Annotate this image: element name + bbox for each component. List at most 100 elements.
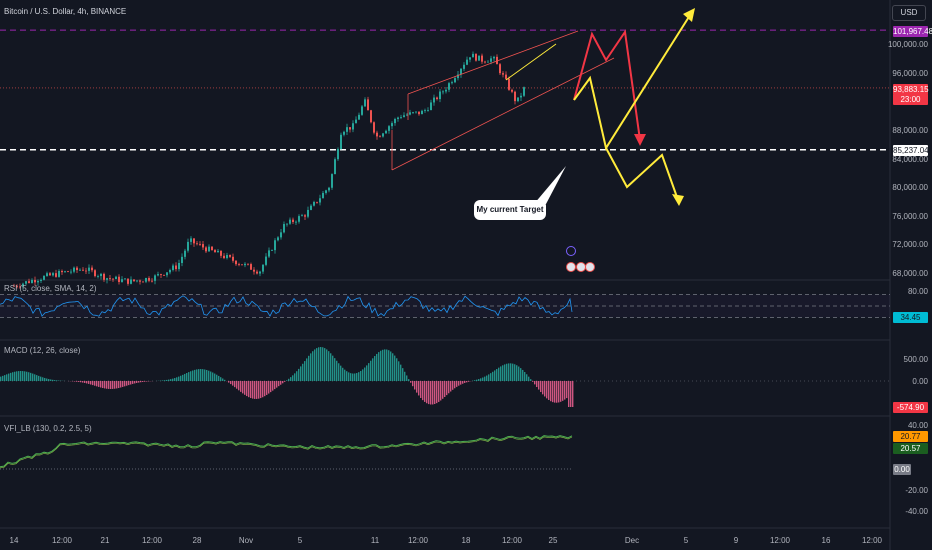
macd-histogram-bar [8, 373, 10, 381]
macd-histogram-bar [314, 349, 316, 381]
candle-body [373, 122, 375, 133]
macd-histogram-bar [462, 381, 464, 384]
macd-histogram-bar [384, 349, 386, 381]
candle-body [319, 198, 321, 203]
candle-body [271, 250, 273, 251]
candle-body [139, 280, 141, 282]
candle-body [205, 247, 207, 252]
macd-histogram-bar [92, 381, 94, 386]
candle-body [25, 281, 27, 284]
candle-body [217, 250, 219, 253]
macd-histogram-bar [572, 381, 574, 407]
macd-histogram-bar [358, 372, 360, 381]
macd-histogram-bar [460, 381, 462, 385]
candle-body [274, 240, 276, 251]
vfi-tick-minus40: -40.00 [905, 507, 928, 516]
candle-body [97, 276, 99, 277]
macd-histogram-bar [328, 351, 330, 381]
candle-body [505, 74, 507, 79]
macd-histogram-bar [242, 381, 244, 394]
macd-histogram-bar [428, 381, 430, 405]
candle-body [91, 267, 93, 271]
macd-histogram-bar [44, 377, 46, 381]
macd-histogram-bar [78, 381, 80, 382]
macd-histogram-bar [440, 381, 442, 401]
macd-histogram-bar [540, 381, 542, 393]
macd-histogram-bar [570, 381, 572, 407]
macd-histogram-bar [264, 381, 266, 397]
event-flag-icon[interactable] [566, 262, 576, 272]
macd-histogram-bar [436, 381, 438, 404]
macd-histogram-bar [220, 377, 222, 381]
candle-body [388, 126, 390, 131]
candle-body [376, 132, 378, 137]
candle-body [112, 278, 114, 280]
macd-histogram-bar [532, 381, 534, 382]
macd-tick-0: 0.00 [912, 377, 928, 386]
macd-histogram-bar [522, 369, 524, 381]
macd-histogram-bar [380, 350, 382, 381]
macd-histogram-bar [350, 373, 352, 381]
macd-histogram-bar [404, 371, 406, 381]
macd-histogram-bar [448, 381, 450, 394]
rsi-tick-80: 80.00 [907, 287, 928, 296]
candle-body [67, 271, 69, 273]
target-annotation: My current Target [474, 200, 546, 220]
candle-body [52, 273, 54, 276]
macd-histogram-bar [198, 369, 200, 381]
macd-histogram-bar [344, 369, 346, 381]
macd-histogram-bar [490, 373, 492, 381]
macd-histogram-bar [282, 381, 284, 384]
event-plus-icon[interactable] [566, 246, 576, 256]
macd-histogram-bar [252, 381, 254, 399]
candle-body [247, 263, 249, 265]
currency-button[interactable]: USD [892, 5, 926, 21]
candle-body [307, 209, 309, 217]
macd-histogram-bar [478, 379, 480, 381]
vfi-signal-line [0, 436, 573, 469]
candle-body [226, 255, 228, 259]
macd-histogram-bar [558, 381, 560, 403]
macd-histogram-bar [236, 381, 238, 389]
macd-histogram-bar [96, 381, 98, 387]
macd-histogram-bar [392, 353, 394, 381]
candle-body [460, 68, 462, 75]
candle-body [142, 281, 144, 283]
macd-histogram-bar [492, 371, 494, 381]
macd-histogram-bar [286, 380, 288, 381]
candle-body [457, 74, 459, 79]
macd-histogram-bar [42, 377, 44, 381]
target-price-badge: 85,237.04 [893, 145, 929, 156]
macd-histogram-bar [438, 381, 440, 402]
macd-histogram-bar [174, 378, 176, 381]
macd-histogram-bar [458, 381, 460, 386]
price-tick-label: 88,000.00 [892, 126, 928, 135]
candle-body [184, 250, 186, 257]
candle-body [106, 278, 108, 280]
candle-body [439, 91, 441, 100]
macd-histogram-bar [366, 365, 368, 381]
macd-histogram-bar [194, 369, 196, 381]
macd-histogram-bar [200, 369, 202, 381]
macd-histogram-bar [406, 375, 408, 381]
candle-body [316, 201, 318, 203]
macd-histogram-bar [526, 374, 528, 381]
macd-histogram-bar [432, 381, 434, 405]
macd-histogram-bar [176, 377, 178, 381]
macd-histogram-bar [244, 381, 246, 395]
macd-histogram-bar [430, 381, 432, 405]
macd-histogram-bar [560, 381, 562, 402]
candle-body [463, 64, 465, 69]
macd-histogram-bar [566, 381, 568, 399]
candle-body [100, 273, 102, 277]
macd-histogram-bar [212, 372, 214, 381]
candle-body [136, 280, 138, 282]
macd-histogram-bar [476, 379, 478, 381]
macd-histogram-bar [412, 381, 414, 387]
candle-body [232, 256, 234, 261]
macd-histogram-bar [16, 371, 18, 381]
candle-body [229, 255, 231, 257]
macd-histogram-bar [268, 381, 270, 394]
event-flag-icon[interactable] [585, 262, 595, 272]
